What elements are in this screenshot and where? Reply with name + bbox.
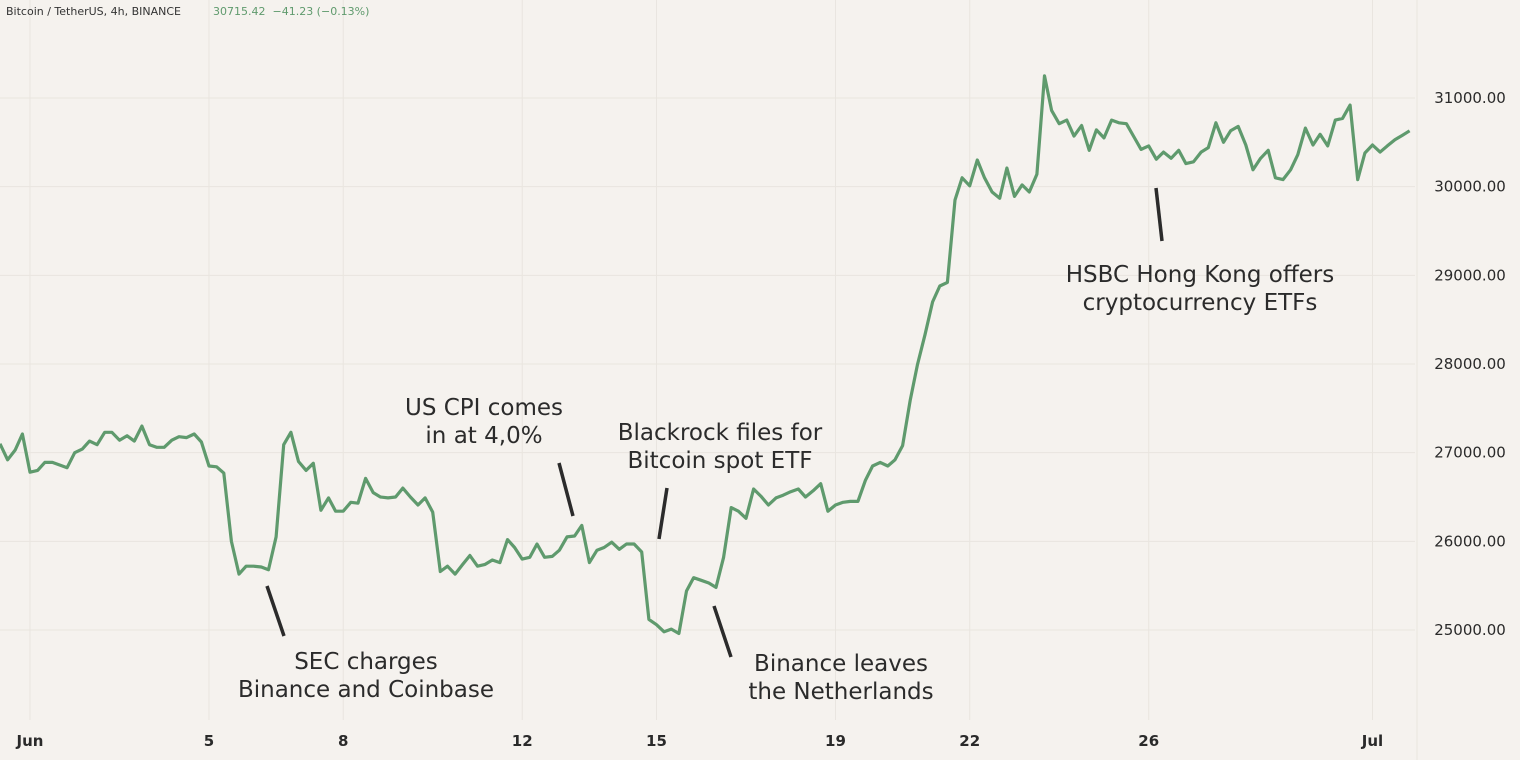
x-tick-label: 12 [512, 732, 533, 750]
x-tick-label: Jul [1361, 732, 1383, 750]
price-line [0, 74, 1411, 636]
annotation-text: cryptocurrency ETFs [1083, 290, 1318, 316]
annotation-text: Blackrock files for [618, 420, 823, 446]
x-tick-label: 5 [204, 732, 214, 750]
plot [0, 74, 1411, 636]
grid [0, 0, 1418, 760]
x-tick-label: 19 [825, 732, 846, 750]
y-tick-label: 26000.00 [1434, 532, 1506, 550]
y-tick-label: 30000.00 [1434, 178, 1506, 196]
annotation-text: HSBC Hong Kong offers [1066, 262, 1335, 288]
y-tick-label: 25000.00 [1434, 621, 1506, 639]
y-tick-label: 31000.00 [1434, 89, 1506, 107]
annotation-leader [657, 487, 669, 540]
x-tick-label: 22 [959, 732, 980, 750]
y-tick-label: 29000.00 [1434, 266, 1506, 284]
symbol: Bitcoin / TetherUS, 4h, BINANCE [6, 5, 181, 18]
annotation-text: Binance leaves [754, 651, 928, 677]
annotation-text: the Netherlands [748, 679, 933, 705]
annotation-text: in at 4,0% [425, 423, 542, 449]
x-tick-label: 15 [646, 732, 667, 750]
annotation-text: Bitcoin spot ETF [628, 448, 813, 474]
annotation-text: SEC charges [294, 649, 438, 675]
annotation-leader [1154, 187, 1164, 242]
annotation-text: Binance and Coinbase [238, 677, 494, 703]
x-tick-label: 26 [1138, 732, 1159, 750]
annotation-leader [557, 462, 575, 517]
quote: 30715.42 −41.23 (−0.13%) [213, 5, 369, 18]
x-tick-label: 8 [338, 732, 348, 750]
x-tick-label: Jun [16, 732, 44, 750]
annotation-leader [265, 585, 286, 637]
annotation-text: US CPI comes [405, 395, 563, 421]
annotation-leader [712, 605, 733, 658]
y-tick-label: 27000.00 [1434, 444, 1506, 462]
y-tick-label: 28000.00 [1434, 355, 1506, 373]
